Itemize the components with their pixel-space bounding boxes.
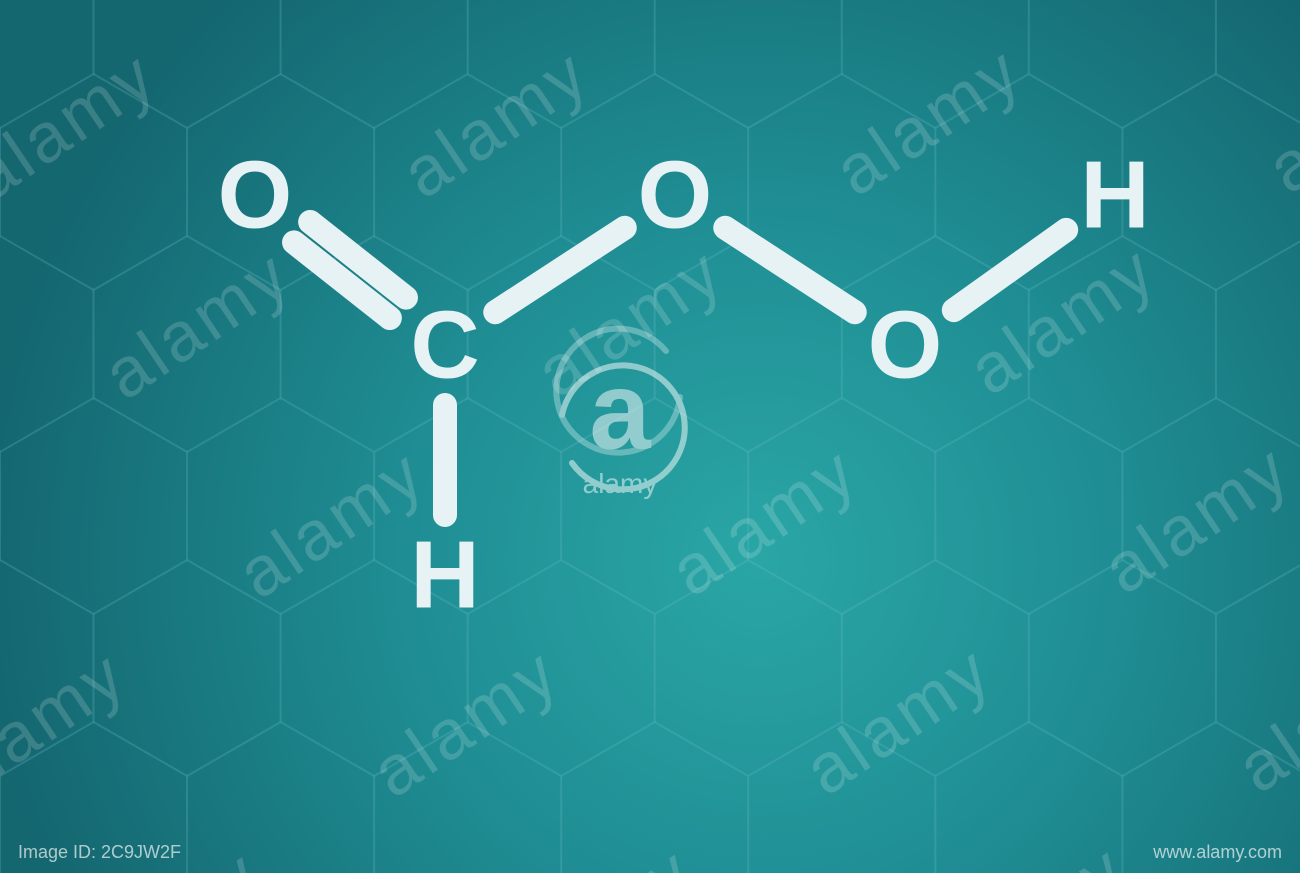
- atom-O1: O: [218, 142, 293, 249]
- atom-H2: H: [1080, 142, 1149, 249]
- atom-H1: H: [410, 522, 479, 629]
- atom-O3: O: [868, 292, 943, 399]
- molecule-diagram: alamyalamyalamyalamyalamyalamyalamyalamy…: [0, 0, 1300, 873]
- svg-text:alamy: alamy: [583, 468, 658, 499]
- footer-url: www.alamy.com: [1152, 842, 1282, 862]
- footer-image-id: Image ID: 2C9JW2F: [18, 842, 181, 862]
- atom-O2: O: [638, 142, 713, 249]
- atom-C: C: [410, 292, 479, 399]
- svg-text:a: a: [589, 350, 651, 473]
